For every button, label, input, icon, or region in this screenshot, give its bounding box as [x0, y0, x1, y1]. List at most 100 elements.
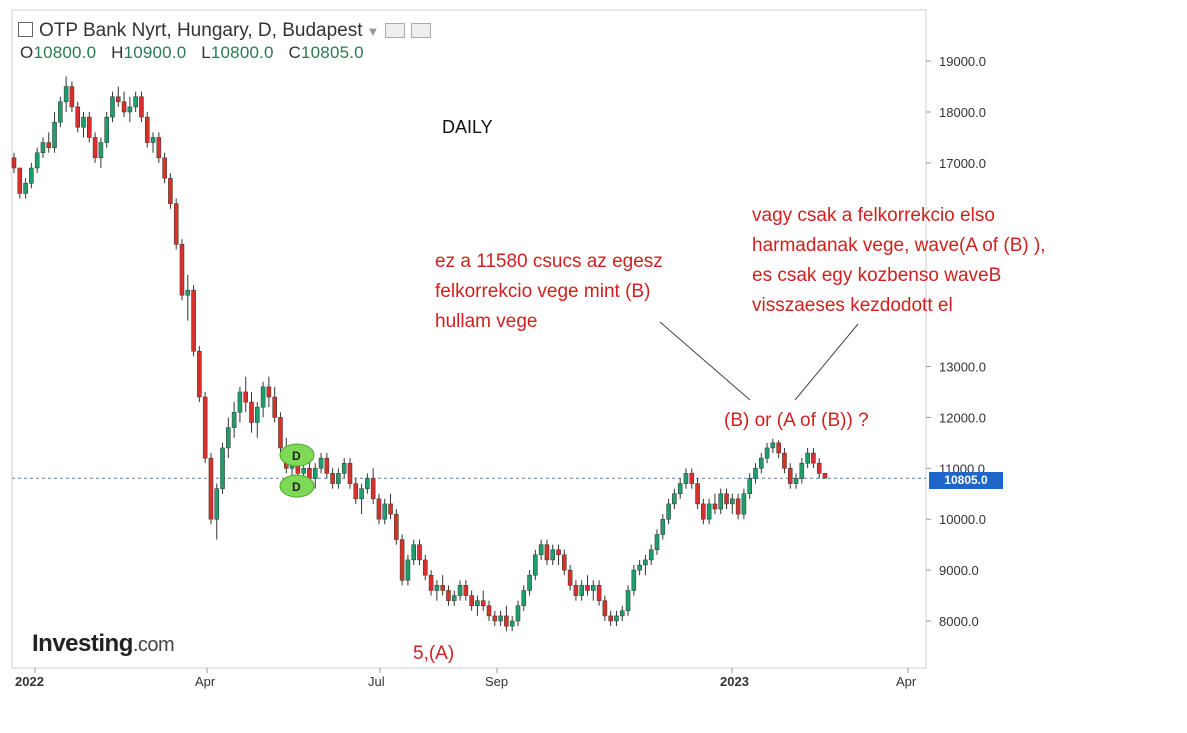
candle-body: [434, 585, 440, 591]
candle-body: [214, 488, 220, 520]
candle-body: [654, 534, 660, 550]
candle-body: [330, 473, 335, 484]
candle-body: [764, 447, 770, 459]
open-key: O: [20, 43, 34, 62]
annotation-b-text: ez a 11580 csucs az egesz felkorrekcio v…: [435, 247, 663, 337]
candle-body: [185, 289, 191, 296]
candle-body: [365, 478, 370, 489]
gear-icon[interactable]: [411, 23, 432, 39]
candle-body: [92, 137, 98, 159]
candle-body: [81, 116, 86, 128]
candle-body: [509, 620, 515, 627]
candle-body: [579, 585, 584, 596]
x-tick-label: Apr: [896, 674, 917, 689]
candle-body: [446, 590, 451, 601]
chart-frame: 8000.0 9000.0 10000.0 11000.0 12000.0 13000.0…: [10, 0, 1016, 697]
candle-body: [405, 559, 411, 581]
candle-body: [712, 503, 718, 510]
candle-body: [75, 106, 80, 128]
x-tick-label: 2022: [15, 674, 44, 689]
candle-body: [787, 468, 793, 484]
candle-body: [69, 86, 75, 108]
dividend-marker[interactable]: [279, 443, 315, 467]
candle-body: [521, 590, 527, 606]
candle-body: [492, 615, 498, 622]
candle-body: [695, 483, 700, 505]
candle-body: [87, 116, 92, 138]
candle-body: [596, 585, 602, 601]
candle-body: [689, 473, 695, 484]
eye-icon[interactable]: [385, 23, 406, 39]
candle-body: [162, 157, 167, 179]
candle-body: [608, 615, 613, 622]
candle-body: [533, 554, 538, 576]
candle-body: [544, 544, 550, 561]
x-tick-label: Jul: [368, 674, 385, 689]
low-key: L: [201, 43, 211, 62]
dividend-marker[interactable]: [279, 474, 315, 498]
candle-body: [58, 101, 63, 123]
candle-body: [312, 468, 318, 479]
candle-body: [816, 462, 822, 474]
candle-body: [515, 605, 521, 622]
annotation-b-or: (B) or (A of (B)) ?: [724, 410, 869, 431]
candle-body: [266, 386, 272, 398]
candle-body: [255, 406, 260, 423]
candle-body: [811, 452, 816, 464]
candle-body: [179, 244, 185, 296]
candle-body: [759, 457, 764, 469]
ohlc-readout: O10800.0 H10900.0 L10800.0 C10805.0: [20, 43, 364, 63]
open-value: 10800.0: [33, 43, 97, 62]
candle-body: [29, 167, 34, 184]
annotation-arrow-b: [659, 321, 751, 401]
candle-body: [237, 391, 243, 413]
candle-body: [394, 513, 399, 540]
timeframe-label: DAILY: [442, 117, 493, 137]
candle-body: [463, 585, 469, 596]
candle-body: [724, 493, 729, 505]
chevron-down-icon[interactable]: ▼: [366, 24, 380, 39]
candle-body: [226, 427, 231, 449]
candle-body: [46, 142, 52, 148]
chart-title: OTP Bank Nyrt, Hungary, D, Budapest ▼: [18, 20, 432, 42]
candle-body: [11, 157, 17, 169]
candle-body: [23, 183, 28, 194]
candle-body: [359, 488, 364, 500]
candle-body: [301, 468, 306, 474]
low-value: 10800.0: [210, 43, 274, 62]
candle-body: [220, 447, 225, 489]
candle-body: [741, 493, 747, 515]
x-tick-label: 2023: [720, 674, 749, 689]
candle-body: [614, 615, 619, 622]
candle-body: [735, 498, 741, 515]
candle-body: [341, 462, 347, 474]
candle-body: [469, 595, 474, 606]
candle-body: [307, 468, 312, 479]
candle-body: [133, 96, 138, 108]
x-tick-label: Sep: [485, 674, 508, 689]
candle-body: [498, 615, 503, 622]
annotation-line: es csak egy kozbenso waveB: [752, 265, 1002, 286]
candle-body: [805, 452, 810, 464]
candle-body: [706, 503, 712, 520]
candle-body: [672, 493, 677, 505]
candle-body: [98, 142, 104, 159]
annotation-line: ez a 11580 csucs az egesz: [435, 251, 663, 272]
candle-body: [683, 473, 689, 484]
candle-body: [347, 462, 353, 484]
candle-body: [197, 350, 202, 398]
candle-body: [411, 544, 416, 561]
candle-body: [52, 121, 57, 148]
annotation-line: visszaeses kezdodott el: [752, 295, 953, 316]
candle-body: [770, 442, 776, 449]
chart-symbol-icon: [18, 22, 33, 37]
candle-body: [144, 116, 150, 143]
candle-body: [243, 391, 248, 403]
candle-body: [643, 559, 648, 566]
investing-logo: Investing.com: [32, 630, 175, 658]
annotation-arrow-alt: [794, 323, 859, 401]
y-tick-label: 12000.0: [939, 410, 986, 425]
dividend-marker-label: D: [292, 449, 301, 463]
candle-body: [318, 457, 324, 469]
candle-body: [110, 96, 115, 118]
